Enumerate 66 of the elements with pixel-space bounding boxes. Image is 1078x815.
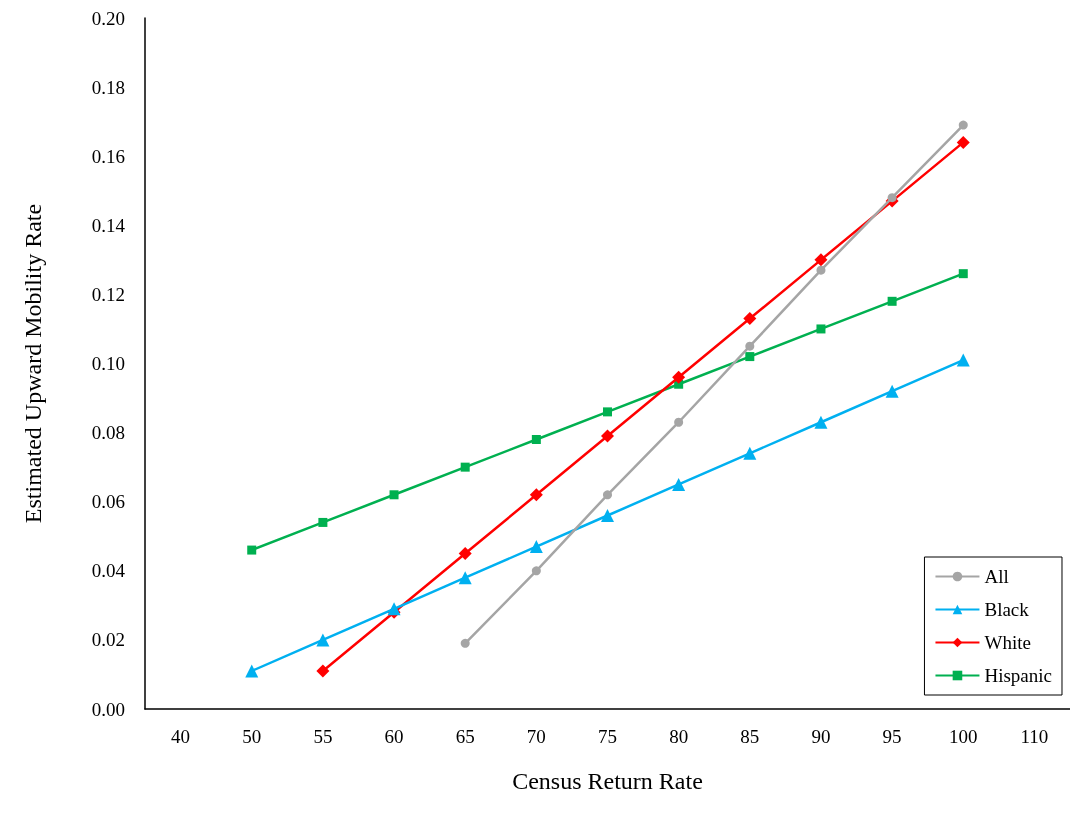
y-tick-label: 0.14 xyxy=(91,214,126,236)
legend-label: White xyxy=(984,632,1031,653)
point xyxy=(601,509,614,523)
x-tick-label: 110 xyxy=(1020,726,1049,747)
x-tick-label: 60 xyxy=(384,726,404,747)
y-axis-title: Estimated Upward Mobility Rate xyxy=(20,203,46,524)
point xyxy=(816,324,826,334)
point xyxy=(529,488,543,502)
point xyxy=(245,664,259,678)
x-tick-label: 100 xyxy=(949,726,978,747)
point xyxy=(672,370,686,384)
point xyxy=(460,638,470,648)
y-tick-label: 0.16 xyxy=(91,145,125,167)
point xyxy=(814,415,828,429)
x-tick-label: 95 xyxy=(882,726,902,747)
legend-label: All xyxy=(984,566,1009,587)
point xyxy=(458,571,472,585)
point xyxy=(529,540,543,554)
y-tick-label: 0.00 xyxy=(91,698,125,720)
point xyxy=(745,341,755,351)
point xyxy=(885,384,899,398)
point xyxy=(389,490,399,500)
point xyxy=(956,135,970,149)
point xyxy=(958,269,968,279)
y-tick-label: 0.06 xyxy=(91,491,125,513)
point xyxy=(743,312,757,326)
point xyxy=(531,435,541,445)
point xyxy=(318,517,328,527)
x-tick-label: 50 xyxy=(242,726,262,747)
x-tick-label: 85 xyxy=(740,726,760,747)
legend-label: Black xyxy=(984,599,1030,620)
point xyxy=(674,417,684,427)
point xyxy=(887,193,897,203)
point xyxy=(601,429,614,443)
y-tick-label: 0.08 xyxy=(91,422,125,444)
y-tick-label: 0.12 xyxy=(91,283,125,305)
x-axis-title: Census Return Rate xyxy=(512,768,703,794)
y-tick-label: 0.04 xyxy=(91,560,126,582)
x-tick-label: 80 xyxy=(669,726,689,747)
legend-label: Hispanic xyxy=(984,665,1053,686)
y-tick-label: 0.20 xyxy=(91,7,125,29)
point xyxy=(814,253,828,267)
point xyxy=(958,120,968,130)
point xyxy=(816,265,826,275)
point xyxy=(672,477,686,491)
point xyxy=(531,566,541,576)
point xyxy=(458,547,472,561)
y-tick-label: 0.18 xyxy=(91,76,125,98)
x-tick-label: 70 xyxy=(526,726,546,747)
x-tick-label: 65 xyxy=(455,726,475,747)
y-tick-label: 0.10 xyxy=(91,353,125,374)
x-tick-label: 40 xyxy=(171,726,191,747)
point xyxy=(887,296,897,306)
x-tick-label: 75 xyxy=(598,726,617,747)
point xyxy=(316,664,330,678)
x-tick-label: 55 xyxy=(313,726,333,747)
y-tick-label: 0.02 xyxy=(91,629,125,651)
point xyxy=(743,446,757,460)
x-tick-label: 90 xyxy=(811,726,831,747)
point xyxy=(603,490,612,500)
point xyxy=(247,545,257,555)
point xyxy=(956,353,970,367)
point xyxy=(603,407,612,417)
point xyxy=(460,462,470,472)
point xyxy=(316,633,330,647)
point xyxy=(745,352,755,362)
